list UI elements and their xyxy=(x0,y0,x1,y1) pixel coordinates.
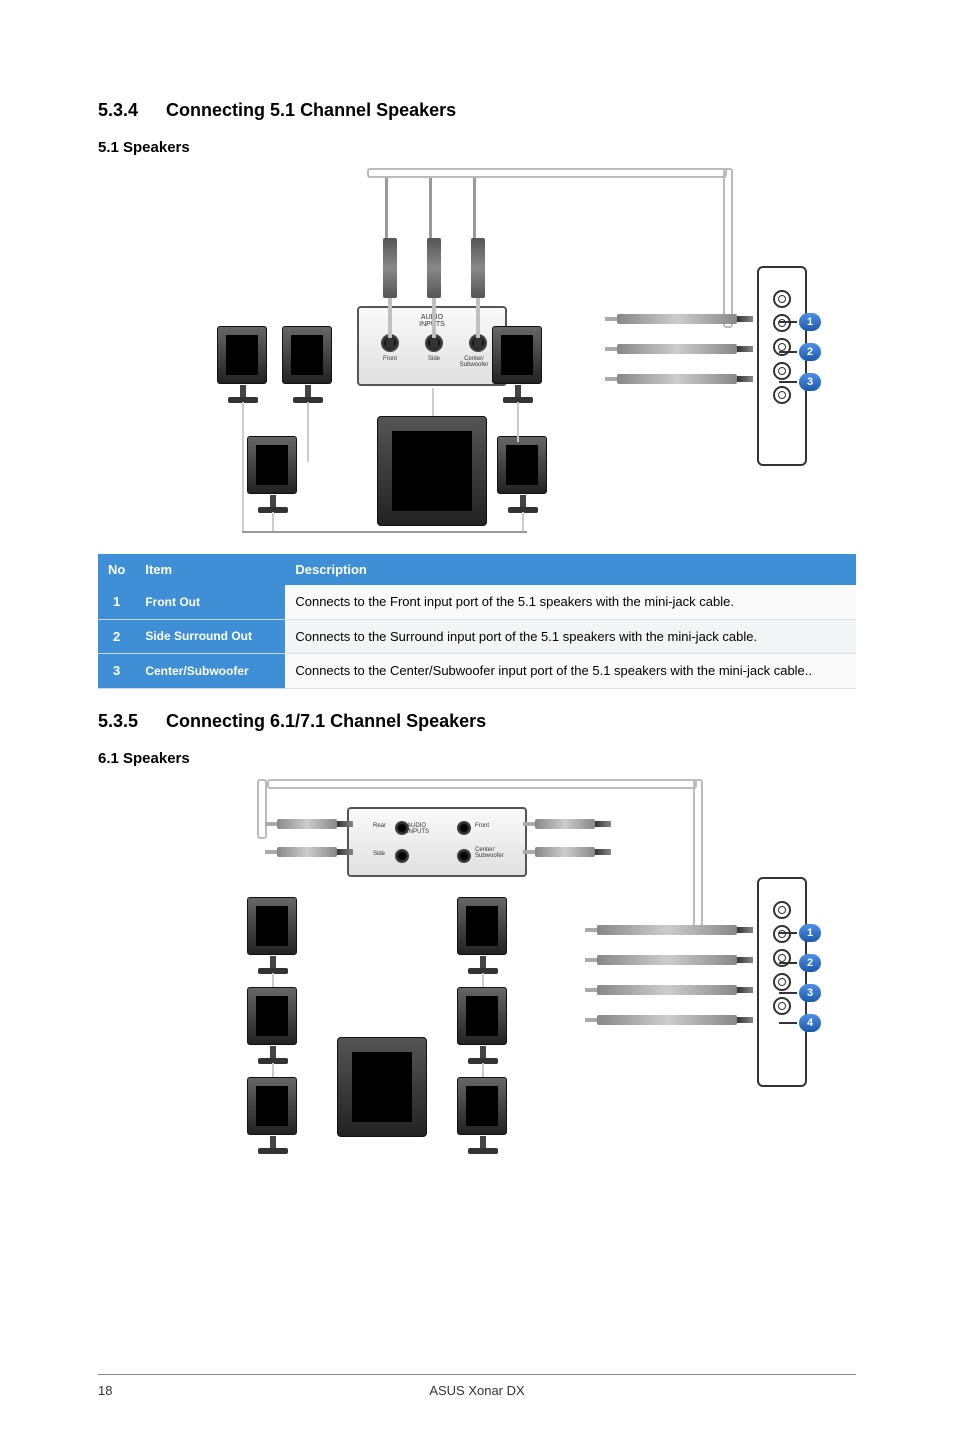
cell-desc: Connects to the Center/Subwoofer input p… xyxy=(285,654,856,689)
section-title: Connecting 5.1 Channel Speakers xyxy=(166,100,456,121)
subheading-61: 6.1 Speakers xyxy=(98,750,856,767)
callout61-3: 3 xyxy=(799,984,821,1002)
table-row: 1 Front Out Connects to the Front input … xyxy=(98,584,856,619)
subwoofer-61 xyxy=(337,1037,427,1137)
callout-pill-1: 1 xyxy=(799,313,821,331)
amp2-in-1 xyxy=(277,819,337,829)
cable61-1 xyxy=(597,925,737,935)
port-1 xyxy=(773,290,791,308)
port-3 xyxy=(773,338,791,356)
callout-pill-2: 2 xyxy=(799,343,821,361)
cable61-3 xyxy=(597,985,737,995)
amp2-lbl-rear: Rear xyxy=(373,823,386,829)
cable-jack-3 xyxy=(617,374,737,384)
cell-no: 2 xyxy=(98,619,135,654)
cable61-4 xyxy=(597,1015,737,1025)
cell-item: Side Surround Out xyxy=(135,619,285,654)
spk61-5 xyxy=(247,1077,297,1135)
speaker-side-left xyxy=(282,326,332,384)
amp2-lbl-side: Side xyxy=(373,851,385,857)
callout61-4: 4 xyxy=(799,1014,821,1032)
diagram-51-speakers: AUDIO INPUTS Front Side Center/ Subwoofe… xyxy=(147,166,807,536)
amp2-lbl-front: Front xyxy=(475,823,489,829)
amp2-jack-front xyxy=(457,821,471,835)
subwoofer xyxy=(377,416,487,526)
table-row: 2 Side Surround Out Connects to the Surr… xyxy=(98,619,856,654)
port-5 xyxy=(773,386,791,404)
spk61-2 xyxy=(457,897,507,955)
section-title: Connecting 6.1/7.1 Channel Speakers xyxy=(166,711,486,732)
callout61-2: 2 xyxy=(799,954,821,972)
spk61-6 xyxy=(457,1077,507,1135)
cell-no: 1 xyxy=(98,584,135,619)
amp2-label: AUDIO INPUTS xyxy=(407,823,429,835)
cell-desc: Connects to the Surround input port of t… xyxy=(285,619,856,654)
port61-1 xyxy=(773,901,791,919)
section-heading-534: 5.3.4 Connecting 5.1 Channel Speakers xyxy=(98,100,856,121)
spk61-1 xyxy=(247,897,297,955)
th-no: No xyxy=(98,555,135,584)
port61-4 xyxy=(773,973,791,991)
plug-1 xyxy=(383,238,397,298)
plug-2 xyxy=(427,238,441,298)
speaker-center xyxy=(492,326,542,384)
speaker-side-right xyxy=(247,436,297,494)
amp2-jack-rear xyxy=(395,821,409,835)
amp-jack-label-center: Center/ Subwoofer xyxy=(459,356,489,368)
amp2-jack-side xyxy=(395,849,409,863)
diagram-61-speakers: AUDIO INPUTS Rear Side Front Center/ Sub… xyxy=(147,777,807,1157)
port61-2 xyxy=(773,925,791,943)
amp2-jack-cs xyxy=(457,849,471,863)
amp2-in-3 xyxy=(535,819,595,829)
section-heading-535: 5.3.5 Connecting 6.1/7.1 Channel Speaker… xyxy=(98,711,856,732)
port-4 xyxy=(773,362,791,380)
amp2-in-4 xyxy=(535,847,595,857)
th-item: Item xyxy=(135,555,285,584)
io-bracket xyxy=(757,266,807,466)
cell-no: 3 xyxy=(98,654,135,689)
cable-jack-2 xyxy=(617,344,737,354)
amplifier-box: AUDIO INPUTS Front Side Center/ Subwoofe… xyxy=(357,306,507,386)
page-footer: 18 ASUS Xonar DX xyxy=(98,1374,856,1398)
speaker-front-left xyxy=(217,326,267,384)
callout61-1: 1 xyxy=(799,924,821,942)
product-name: ASUS Xonar DX xyxy=(158,1383,796,1398)
connection-table-51: No Item Description 1 Front Out Connects… xyxy=(98,554,856,689)
section-number: 5.3.5 xyxy=(98,711,138,732)
amp-jack-label-front: Front xyxy=(375,356,405,362)
cable61-2 xyxy=(597,955,737,965)
cable-jack-1 xyxy=(617,314,737,324)
amp2-in-2 xyxy=(277,847,337,857)
section-number: 5.3.4 xyxy=(98,100,138,121)
cell-desc: Connects to the Front input port of the … xyxy=(285,584,856,619)
io-bracket-61 xyxy=(757,877,807,1087)
port61-3 xyxy=(773,949,791,967)
amplifier-box-61: AUDIO INPUTS Rear Side Front Center/ Sub… xyxy=(347,807,527,877)
amp2-lbl-cs: Center/ Subwoofer xyxy=(475,847,504,859)
amp-jack-label-side: Side xyxy=(419,356,449,362)
cell-item: Center/Subwoofer xyxy=(135,654,285,689)
page-number: 18 xyxy=(98,1383,158,1398)
plug-3 xyxy=(471,238,485,298)
spk61-3 xyxy=(247,987,297,1045)
callout-pill-3: 3 xyxy=(799,373,821,391)
subheading-51: 5.1 Speakers xyxy=(98,139,856,156)
th-desc: Description xyxy=(285,555,856,584)
speaker-front-right xyxy=(497,436,547,494)
table-row: 3 Center/Subwoofer Connects to the Cente… xyxy=(98,654,856,689)
port61-5 xyxy=(773,997,791,1015)
cell-item: Front Out xyxy=(135,584,285,619)
port-2 xyxy=(773,314,791,332)
spk61-4 xyxy=(457,987,507,1045)
